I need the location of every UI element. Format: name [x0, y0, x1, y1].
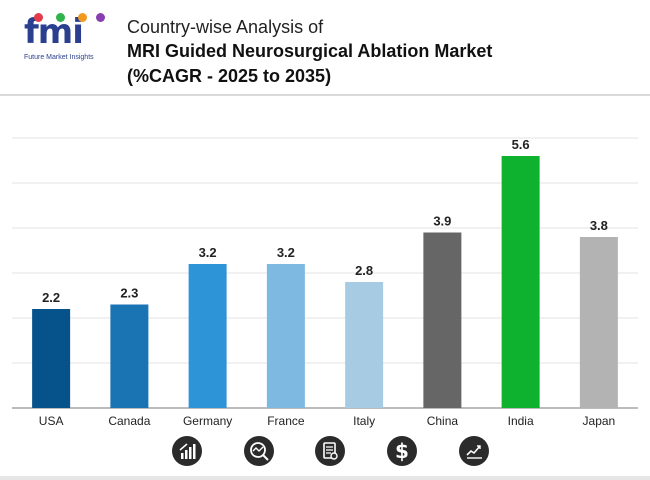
bar-value-label: 2.8 [355, 263, 373, 278]
x-tick-label: Italy [353, 414, 375, 428]
bar-italy[interactable] [345, 282, 384, 408]
bar-canada[interactable] [110, 304, 149, 409]
x-tick-label: USA [39, 414, 64, 428]
title-line-3: (%CAGR - 2025 to 2035) [127, 66, 332, 86]
logo-dot-purple [96, 13, 105, 22]
report-icon[interactable] [315, 436, 345, 466]
dollar-icon[interactable]: $ [387, 436, 417, 466]
bar-value-label: 3.9 [433, 214, 451, 229]
x-tick-label: Canada [108, 414, 150, 428]
chart-title: Country-wise Analysis of MRI Guided Neur… [127, 15, 492, 89]
bar-usa[interactable] [32, 309, 71, 408]
logo-dot-green [56, 13, 65, 22]
footer-bar [0, 476, 650, 480]
logo-dot-orange [78, 13, 87, 22]
x-tick-label: China [427, 414, 459, 428]
x-tick-label: France [267, 414, 305, 428]
analysis-icon[interactable] [244, 436, 274, 466]
logo-tagline: Future Market Insights [24, 54, 94, 61]
fmi-logo[interactable]: fmi Future Market Insights [24, 12, 106, 64]
trend-chart-icon[interactable] [459, 436, 489, 466]
bar-france[interactable] [266, 264, 305, 408]
bar-china[interactable] [423, 232, 462, 409]
header-divider [0, 94, 650, 96]
title-line-1: Country-wise Analysis of [127, 17, 324, 37]
logo-dot-red [34, 13, 43, 22]
bar-germany[interactable] [188, 264, 227, 408]
header: fmi Future Market Insights Country-wise … [0, 0, 650, 95]
logo-wordmark: fmi [24, 12, 84, 52]
bar-value-label: 3.8 [590, 218, 608, 233]
svg-text:$: $ [395, 439, 409, 463]
bar-india[interactable] [501, 156, 540, 408]
x-tick-label: India [508, 414, 534, 428]
x-tick-label: Japan [583, 414, 616, 428]
bar-value-label: 3.2 [199, 245, 217, 260]
icon-row: $ [0, 436, 650, 470]
title-line-2: MRI Guided Neurosurgical Ablation Market [127, 41, 493, 61]
bar-value-label: 2.2 [42, 290, 60, 305]
bar-growth-icon[interactable] [172, 436, 202, 466]
bar-japan[interactable] [579, 237, 618, 408]
bar-value-label: 2.3 [120, 286, 138, 301]
bar-value-label: 5.6 [512, 137, 530, 152]
bar-value-label: 3.2 [277, 245, 295, 260]
x-tick-label: Germany [183, 414, 232, 428]
bar-chart: 2.2 USA 2.3 Canada 3.2 Germany 3.2 France 2.8 Ita… [12, 137, 638, 428]
